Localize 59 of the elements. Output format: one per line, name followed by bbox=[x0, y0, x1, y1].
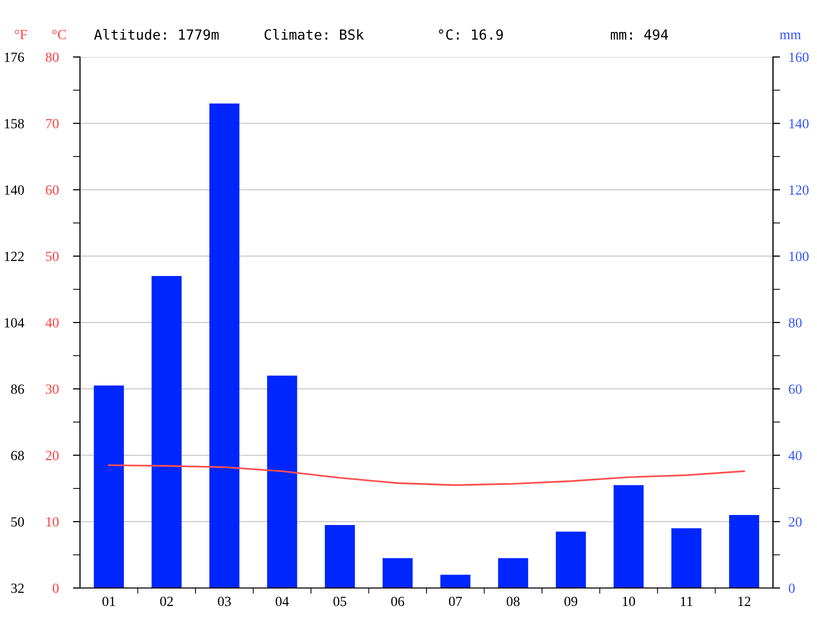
x-tick-label: 09 bbox=[564, 596, 578, 606]
x-tick-label: 06 bbox=[391, 596, 404, 606]
x-tick-label: 04 bbox=[276, 596, 289, 606]
text: Altitude: 1779m bbox=[94, 29, 219, 40]
y3-tick-label: 68 bbox=[11, 450, 24, 460]
y2-tick-label: 20 bbox=[788, 517, 802, 527]
y3-tick-label: 122 bbox=[4, 252, 24, 261]
y3-tick-label: 86 bbox=[11, 384, 24, 394]
x-tick-label: 12 bbox=[738, 596, 750, 606]
bar bbox=[382, 558, 413, 588]
y2-tick-label: 80 bbox=[788, 318, 802, 328]
x-tick-label: 01 bbox=[102, 596, 115, 606]
y3-tick-label: 140 bbox=[4, 185, 24, 195]
y2-tick-label: 40 bbox=[788, 450, 802, 460]
y3-tick-label: 158 bbox=[4, 118, 24, 128]
y-tick-label: 80 bbox=[46, 52, 59, 62]
x-tick-label: 10 bbox=[622, 596, 636, 606]
x-tick-label: 05 bbox=[333, 596, 346, 606]
y-tick-label: 70 bbox=[46, 118, 59, 128]
x-tick-label: 02 bbox=[160, 596, 173, 606]
y-tick-label: 30 bbox=[46, 384, 59, 394]
bar bbox=[209, 103, 240, 588]
y-tick-label: 20 bbox=[46, 450, 59, 460]
y2-tick-label: 60 bbox=[788, 384, 802, 394]
text: °C: 16.9 bbox=[438, 29, 503, 40]
line-series bbox=[108, 464, 745, 486]
y2-axis-title: mm bbox=[780, 32, 801, 40]
y2-tick-label: 140 bbox=[790, 118, 809, 128]
bar bbox=[498, 558, 528, 588]
bar bbox=[324, 524, 355, 588]
bar bbox=[614, 485, 644, 588]
y3-tick-label: 32 bbox=[11, 584, 24, 593]
y-tick-label: 50 bbox=[46, 252, 59, 262]
y-tick-label: 10 bbox=[46, 517, 59, 527]
bar bbox=[671, 528, 702, 588]
bar bbox=[267, 376, 298, 588]
y-axis-title: °C bbox=[52, 30, 66, 40]
x-tick-label: 07 bbox=[448, 596, 462, 606]
y-tick-label: 0 bbox=[52, 584, 59, 593]
y2-tick-label: 160 bbox=[790, 52, 809, 62]
y3-axis-title: °F bbox=[14, 30, 27, 40]
x-tick-label: 08 bbox=[506, 596, 520, 606]
bar bbox=[152, 276, 182, 588]
y3-tick-label: 50 bbox=[11, 517, 24, 527]
bar bbox=[556, 532, 586, 588]
bar bbox=[729, 514, 760, 588]
y2-tick-label: 100 bbox=[790, 252, 809, 262]
text: mm: 494 bbox=[610, 29, 668, 40]
x-tick-label: 11 bbox=[680, 596, 692, 606]
text: Climate: BSk bbox=[264, 29, 364, 40]
y2-tick-label: 0 bbox=[788, 584, 795, 593]
y2-tick-label: 120 bbox=[790, 185, 809, 195]
bar bbox=[440, 574, 470, 588]
y-tick-label: 60 bbox=[46, 185, 59, 195]
y-tick-label: 40 bbox=[46, 318, 59, 328]
x-tick-label: 03 bbox=[218, 596, 231, 606]
bar bbox=[94, 386, 124, 588]
y3-tick-label: 176 bbox=[4, 52, 24, 62]
y3-tick-label: 104 bbox=[4, 318, 24, 328]
